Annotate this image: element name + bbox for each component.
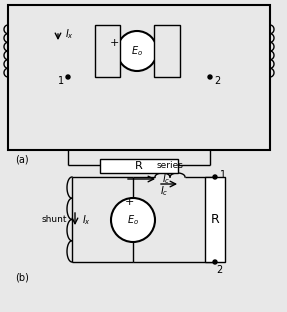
Text: 2: 2 — [214, 76, 220, 86]
Text: 1: 1 — [220, 170, 226, 180]
Bar — [8, 5, 270, 150]
Text: shunt: shunt — [41, 215, 67, 224]
Text: 1: 1 — [58, 76, 64, 86]
Text: +: + — [109, 38, 119, 48]
Circle shape — [213, 260, 217, 264]
Text: $E_o$: $E_o$ — [127, 213, 139, 227]
Text: R: R — [211, 213, 219, 226]
Text: $E_o$: $E_o$ — [131, 44, 143, 58]
Bar — [95, 25, 120, 77]
Text: shunt field: shunt field — [232, 0, 280, 2]
Text: R: R — [135, 161, 143, 171]
Text: series
field: series field — [187, 0, 214, 2]
Text: $I_x$: $I_x$ — [65, 27, 74, 41]
Text: $I_x$: $I_x$ — [82, 213, 91, 227]
Circle shape — [66, 75, 70, 79]
Text: (a): (a) — [15, 155, 29, 165]
Circle shape — [117, 31, 157, 71]
Circle shape — [213, 175, 217, 179]
Circle shape — [208, 75, 212, 79]
Text: (b): (b) — [15, 272, 29, 282]
Text: $I_c$: $I_c$ — [162, 172, 170, 186]
Text: 2: 2 — [216, 265, 222, 275]
Text: series: series — [157, 160, 183, 169]
Bar — [154, 25, 180, 77]
Text: +: + — [124, 197, 134, 207]
Text: $I_c$: $I_c$ — [160, 184, 168, 198]
Bar — [205, 177, 225, 262]
Bar — [100, 159, 178, 173]
Circle shape — [111, 198, 155, 242]
